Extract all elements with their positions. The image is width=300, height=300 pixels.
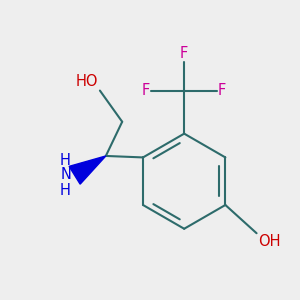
Text: N: N	[61, 167, 72, 182]
Text: F: F	[218, 83, 226, 98]
Polygon shape	[69, 156, 106, 184]
Text: OH: OH	[258, 234, 280, 249]
Text: H: H	[59, 153, 70, 168]
Text: F: F	[180, 46, 188, 61]
Text: H: H	[59, 183, 70, 198]
Text: F: F	[142, 83, 150, 98]
Text: HO: HO	[76, 74, 98, 89]
